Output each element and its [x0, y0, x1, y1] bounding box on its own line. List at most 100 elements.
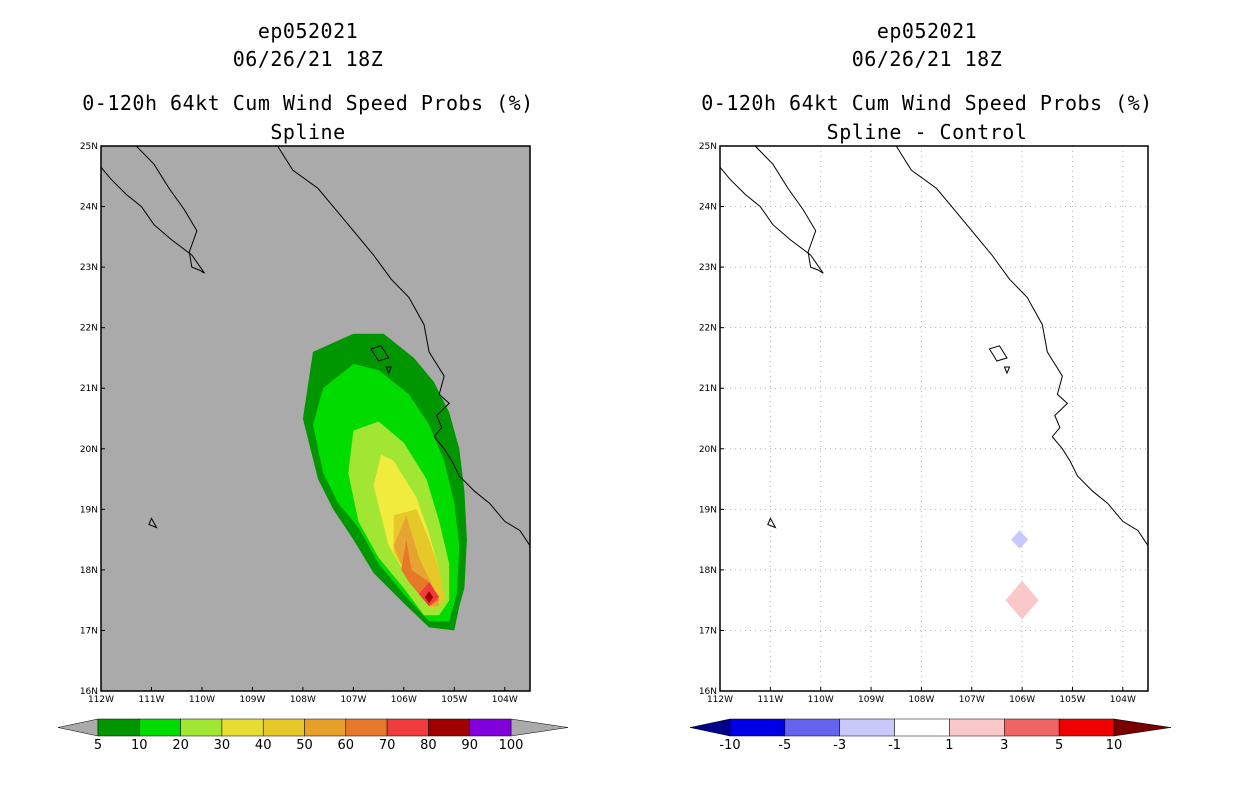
left-xtick-label: 105W [441, 695, 467, 705]
left-colorbar-label: 20 [172, 738, 189, 753]
left-colorbar-label: 30 [214, 738, 231, 753]
right-colorbar-high-arrow [1113, 718, 1172, 737]
right-xtick-label: 110W [808, 695, 834, 705]
left-xtick-label: 108W [290, 695, 316, 705]
right-colorbar: -10 -5 -3 -1 1 3 5 10 [689, 718, 1172, 753]
right-map-panel: 112W 111W 110W 109W 108W 107W 106W 105W 104W 16N 1… [699, 142, 1149, 705]
left-colorbar-swatch [428, 718, 470, 737]
right-colorbar-low-arrow [689, 718, 731, 737]
right-colorbar-swatch [784, 718, 840, 737]
left-colorbar-low-arrow [57, 718, 99, 737]
right-ytick-label: 23N [699, 263, 717, 273]
left-colorbar-swatch [221, 718, 264, 737]
left-colorbar-label: 5 [94, 738, 102, 753]
left-map-frame [100, 145, 531, 692]
left-island-1 [148, 517, 158, 529]
right-ytick-label: 18N [699, 566, 717, 576]
left-title-line-3: 0-120h 64kt Cum Wind Speed Probs (%) [82, 91, 534, 115]
left-ytick-label: 25N [80, 142, 98, 152]
right-anomaly-1 [1011, 530, 1029, 549]
left-xtick-label: 112W [88, 695, 114, 705]
right-island-3 [1003, 366, 1011, 375]
right-coastline-mainland [895, 146, 1148, 546]
left-island-2 [370, 345, 390, 362]
right-xtick-label: 109W [858, 695, 884, 705]
right-colorbar-label: -3 [833, 738, 846, 753]
left-colorbar-label: 70 [379, 738, 396, 753]
right-ytick-label: 21N [699, 384, 717, 394]
left-colorbar-swatch [180, 718, 223, 737]
left-xtick-label: 104W [492, 695, 518, 705]
left-coastline-baja [101, 146, 205, 274]
left-xtick-label: 106W [391, 695, 417, 705]
right-title-line-3: 0-120h 64kt Cum Wind Speed Probs (%) [701, 91, 1153, 115]
left-title-line-1: ep052021 [257, 19, 359, 43]
right-colorbar-label: -1 [888, 738, 901, 753]
right-colorbar-swatch [729, 718, 786, 737]
left-ytick-label: 19N [80, 505, 98, 515]
right-ytick-label: 17N [699, 626, 717, 636]
left-ytick-label: 18N [80, 566, 98, 576]
right-colorbar-swatch [894, 718, 950, 737]
right-xtick-label: 111W [757, 695, 783, 705]
left-colorbar-label: 60 [338, 738, 355, 753]
right-title-line-4: Spline - Control [826, 120, 1028, 144]
left-title-line-2: 06/26/21 18Z [232, 47, 384, 71]
right-colorbar-swatch [1004, 718, 1060, 737]
left-colorbar-high-arrow [510, 718, 569, 737]
left-ytick-label: 21N [80, 384, 98, 394]
left-contour-80 [425, 591, 434, 604]
left-colorbar-label: 10 [131, 738, 148, 753]
left-colorbar-swatch [386, 718, 429, 737]
left-colorbar-label: 90 [461, 738, 478, 753]
left-xtick-label: 110W [189, 695, 215, 705]
right-xtick-label: 108W [908, 695, 934, 705]
right-coastline-baja [720, 146, 824, 274]
right-xtick-label: 105W [1059, 695, 1085, 705]
left-colorbar-label: 80 [420, 738, 437, 753]
left-ytick-label: 17N [80, 626, 98, 636]
left-ytick-label: 24N [80, 203, 98, 213]
left-xtick-label: 107W [340, 695, 366, 705]
right-colorbar-swatch [949, 718, 1005, 737]
right-colorbar-swatch [1058, 718, 1115, 737]
left-coastline-mainland [277, 146, 530, 546]
right-title-line-2: 06/26/21 18Z [851, 47, 1003, 71]
right-xtick-label: 104W [1110, 695, 1136, 705]
left-ytick-label: 16N [80, 687, 98, 697]
left-colorbar-swatch [262, 718, 305, 737]
left-colorbar-swatch [345, 718, 388, 737]
right-colorbar-label: 10 [1106, 738, 1123, 753]
left-ytick-label: 20N [80, 445, 98, 455]
right-title-line-1: ep052021 [876, 19, 978, 43]
right-colorbar-label: 1 [945, 738, 953, 753]
right-colorbar-label: -10 [719, 738, 740, 753]
right-colorbar-label: 5 [1055, 738, 1063, 753]
right-island-2 [988, 345, 1008, 362]
right-anomaly-2 [1005, 580, 1039, 620]
left-map-panel: 112W 111W 110W 109W 108W 107W 106W 105W 104W 16N 1… [80, 142, 531, 705]
left-xtick-label: 109W [239, 695, 265, 705]
left-colorbar-label: 100 [499, 738, 524, 753]
right-colorbar-swatch [839, 718, 895, 737]
right-map-frame [719, 145, 1149, 692]
right-map-content [720, 146, 1148, 691]
right-xtick-label: 112W [707, 695, 733, 705]
right-ytick-label: 19N [699, 505, 717, 515]
left-colorbar-label: 40 [255, 738, 272, 753]
left-ytick-label: 22N [80, 324, 98, 334]
right-xtick-label: 107W [959, 695, 985, 705]
right-ytick-label: 20N [699, 445, 717, 455]
left-title-line-4: Spline [270, 120, 346, 144]
left-colorbar: 5 10 20 30 40 50 60 70 80 90 100 [57, 718, 569, 753]
right-colorbar-label: 3 [1000, 738, 1008, 753]
left-ytick-label: 23N [80, 263, 98, 273]
left-colorbar-swatch [469, 718, 512, 737]
right-ytick-label: 16N [699, 687, 717, 697]
left-colorbar-swatch [97, 718, 140, 737]
right-ytick-label: 22N [699, 324, 717, 334]
left-colorbar-label: 50 [296, 738, 313, 753]
right-colorbar-label: -5 [778, 738, 791, 753]
right-island-1 [767, 517, 777, 529]
